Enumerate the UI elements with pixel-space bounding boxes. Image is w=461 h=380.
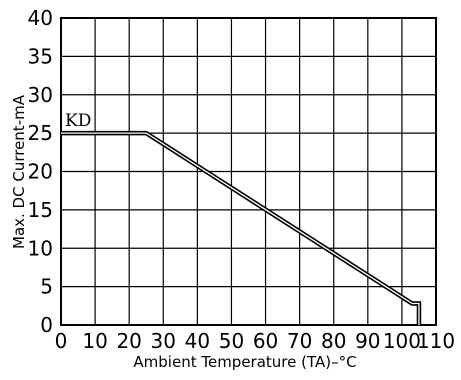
- x-tick-label: 70: [287, 329, 312, 353]
- y-axis-title: Max. DC Current-mA: [10, 94, 28, 249]
- grid: [61, 18, 436, 325]
- x-tick-label: 10: [82, 329, 107, 353]
- series-line-core: [61, 133, 419, 325]
- y-tick-label: 15: [28, 198, 53, 222]
- y-tick-label: 5: [40, 275, 53, 299]
- x-tick-label: 100: [383, 329, 421, 353]
- x-tick-label: 80: [321, 329, 346, 353]
- x-tick-label: 90: [355, 329, 380, 353]
- x-tick-label: 20: [116, 329, 141, 353]
- y-tick-label: 0: [40, 313, 53, 337]
- series-layer: KD: [61, 111, 419, 325]
- y-tick-label: 20: [28, 160, 53, 184]
- x-tick-label: 30: [151, 329, 176, 353]
- x-tick-label: 60: [253, 329, 278, 353]
- x-tick-label: 110: [417, 329, 455, 353]
- y-tick-label: 35: [28, 44, 53, 68]
- y-tick-label: 10: [28, 236, 53, 260]
- y-tick-label: 40: [28, 6, 53, 30]
- series-label: KD: [65, 111, 91, 131]
- x-tick-label: 50: [219, 329, 244, 353]
- x-tick-label: 0: [55, 329, 68, 353]
- x-tick-label: 40: [185, 329, 210, 353]
- y-tick-label: 30: [28, 83, 53, 107]
- y-tick-label: 25: [28, 121, 53, 145]
- x-axis-title: Ambient Temperature (TA)–°C: [133, 353, 356, 371]
- series-line: [61, 133, 419, 325]
